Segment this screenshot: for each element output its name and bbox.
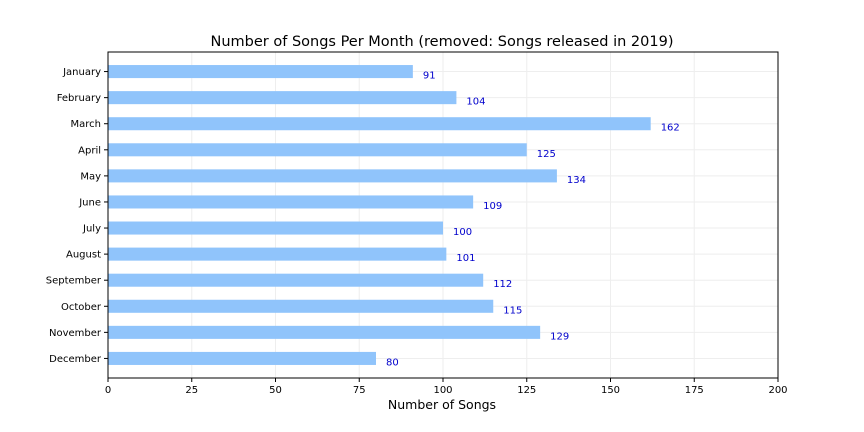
bar (108, 195, 474, 209)
x-tick-label: 25 (185, 385, 198, 396)
bar (108, 247, 447, 261)
data-label: 134 (567, 175, 586, 186)
y-tick-label: January (62, 67, 101, 78)
data-labels: 91 104 162 125 134 109 100 101 112 115 129 80 (386, 71, 680, 369)
bar (108, 143, 527, 157)
bar (108, 351, 376, 365)
y-tick-label: May (80, 171, 101, 182)
data-label: 125 (537, 149, 556, 160)
y-tick-label: December (49, 354, 102, 365)
y-tick-labels: January February March April May June July Augu… (46, 67, 102, 365)
x-tick-label: 150 (601, 385, 620, 396)
x-tick-label: 100 (433, 385, 452, 396)
axes (104, 51, 779, 382)
data-label: 162 (661, 123, 680, 134)
data-label: 115 (503, 305, 522, 316)
data-label: 80 (386, 357, 399, 368)
bar-series (108, 65, 651, 365)
chart-title: Number of Songs Per Month (removed: Song… (211, 34, 674, 50)
data-label: 129 (550, 331, 569, 342)
x-tick-label: 200 (768, 385, 787, 396)
data-label: 112 (493, 279, 512, 290)
x-tick-label: 175 (685, 385, 704, 396)
data-label: 101 (456, 253, 475, 264)
y-tick-label: July (82, 224, 101, 235)
y-tick-label: March (71, 119, 101, 130)
y-tick-label: June (78, 197, 101, 208)
x-tick-labels: 0 25 50 75 100 125 150 175 200 (105, 385, 788, 396)
y-tick-label: October (61, 302, 102, 313)
x-tick-label: 75 (353, 385, 366, 396)
x-tick-label: 125 (517, 385, 536, 396)
x-tick-label: 50 (269, 385, 282, 396)
y-tick-label: April (78, 145, 101, 156)
y-tick-label: February (57, 93, 101, 104)
y-tick-label: September (46, 276, 102, 287)
data-label: 109 (483, 201, 502, 212)
bar (108, 169, 557, 183)
data-label: 91 (423, 71, 436, 82)
y-tick-label: November (49, 328, 102, 339)
bar (108, 91, 457, 105)
y-tick-label: August (66, 250, 101, 261)
bar (108, 273, 484, 287)
data-label: 104 (466, 97, 485, 108)
bar (108, 117, 651, 131)
bar (108, 65, 413, 79)
x-axis-label: Number of Songs (388, 397, 496, 412)
data-label: 100 (453, 227, 472, 238)
bar (108, 299, 494, 313)
bar (108, 325, 541, 339)
bar (108, 221, 443, 235)
x-tick-label: 0 (105, 385, 111, 396)
